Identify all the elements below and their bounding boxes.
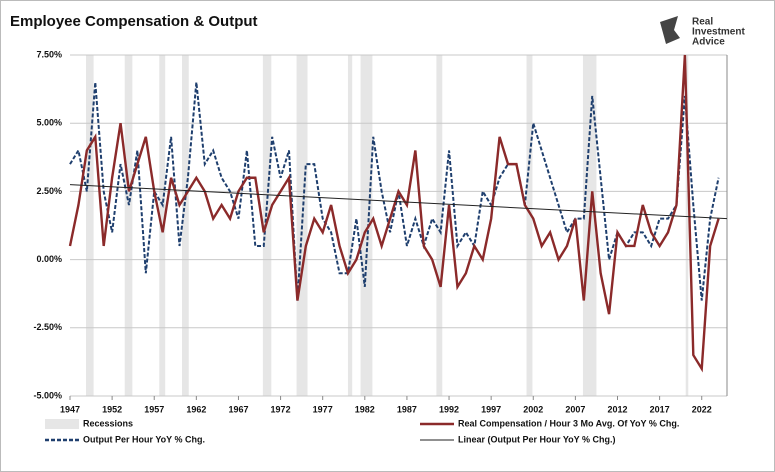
series-line [69, 82, 720, 301]
legend-label: Linear (Output Per Hour YoY % Chg.) [458, 434, 616, 444]
x-tick-label: 1952 [102, 404, 122, 414]
x-tick-label: 2017 [650, 404, 670, 414]
x-tick-label: 1947 [60, 404, 80, 414]
x-tick-label: 1962 [186, 404, 206, 414]
y-tick-label: -2.50% [33, 322, 62, 332]
series-line [68, 54, 720, 373]
logo-text: Advice [692, 37, 725, 48]
x-tick-label: 1997 [481, 404, 501, 414]
recession-band [685, 55, 689, 396]
y-tick-label: 0.00% [36, 254, 62, 264]
recession-band [86, 55, 94, 396]
x-tick-label: 2007 [565, 404, 585, 414]
legend-label: Recessions [83, 418, 133, 428]
trend-line [69, 184, 728, 220]
x-tick-label: 1982 [355, 404, 375, 414]
logo-icon [660, 16, 680, 44]
chart-title: Employee Compensation & Output [10, 13, 258, 30]
x-tick-label: 1987 [397, 404, 417, 414]
y-tick-label: 2.50% [36, 186, 62, 196]
x-tick-label: 1967 [228, 404, 248, 414]
recession-band [436, 55, 443, 396]
x-tick-label: 1972 [271, 404, 291, 414]
x-tick-label: 2012 [607, 404, 627, 414]
y-tick-label: 5.00% [36, 118, 62, 128]
logo-text: Real [692, 17, 713, 28]
recession-band [526, 55, 533, 396]
recession-band [262, 55, 272, 396]
x-tick-label: 1977 [313, 404, 333, 414]
y-tick-label: -5.00% [33, 390, 62, 400]
recession-band [182, 55, 189, 396]
legend-swatch [45, 419, 79, 429]
y-tick-label: 7.50% [36, 49, 62, 59]
recession-band [124, 55, 133, 396]
logo-text: Investment [692, 27, 745, 38]
recession-band [360, 55, 373, 396]
legend-label: Output Per Hour YoY % Chg. [83, 434, 205, 444]
recession-band [347, 55, 353, 396]
x-tick-label: 1957 [144, 404, 164, 414]
legend-label: Real Compensation / Hour 3 Mo Avg. Of Yo… [458, 418, 679, 428]
x-tick-label: 2002 [523, 404, 543, 414]
x-tick-label: 2022 [692, 404, 712, 414]
x-tick-label: 1992 [439, 404, 459, 414]
